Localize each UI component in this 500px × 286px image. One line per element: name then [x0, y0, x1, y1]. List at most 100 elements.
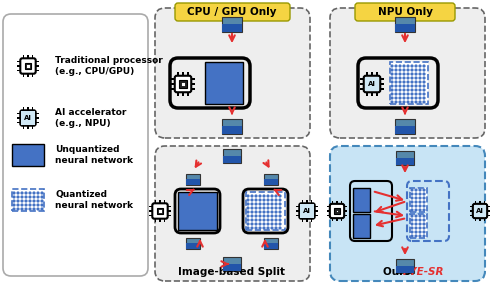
- Circle shape: [411, 197, 413, 199]
- Circle shape: [247, 203, 249, 205]
- Circle shape: [267, 219, 269, 221]
- Circle shape: [275, 211, 277, 213]
- Circle shape: [407, 81, 409, 83]
- Circle shape: [33, 208, 35, 210]
- Circle shape: [423, 89, 425, 91]
- Circle shape: [21, 192, 23, 194]
- Circle shape: [423, 227, 425, 229]
- Circle shape: [423, 223, 425, 225]
- Circle shape: [395, 77, 397, 79]
- Circle shape: [391, 77, 393, 79]
- Circle shape: [419, 81, 421, 83]
- Circle shape: [419, 193, 421, 195]
- Circle shape: [13, 200, 15, 202]
- Circle shape: [407, 69, 409, 71]
- Circle shape: [395, 93, 397, 95]
- Circle shape: [411, 215, 413, 217]
- Bar: [164, 219, 165, 222]
- Circle shape: [25, 200, 27, 202]
- Circle shape: [403, 97, 405, 99]
- Bar: [366, 72, 368, 76]
- Circle shape: [267, 203, 269, 205]
- Circle shape: [403, 69, 405, 71]
- Circle shape: [263, 203, 265, 205]
- Bar: [223, 156, 241, 163]
- Circle shape: [423, 93, 425, 95]
- Bar: [26, 64, 30, 67]
- Circle shape: [247, 227, 249, 229]
- FancyBboxPatch shape: [155, 146, 310, 281]
- Bar: [326, 215, 330, 216]
- Bar: [484, 218, 485, 221]
- Circle shape: [403, 73, 405, 75]
- Circle shape: [423, 231, 425, 233]
- Bar: [332, 218, 333, 221]
- Circle shape: [271, 199, 273, 201]
- Circle shape: [29, 200, 31, 202]
- Circle shape: [263, 227, 265, 229]
- Circle shape: [259, 203, 261, 205]
- FancyBboxPatch shape: [473, 204, 487, 218]
- Circle shape: [33, 196, 35, 198]
- Bar: [336, 201, 338, 204]
- Circle shape: [411, 93, 413, 95]
- Circle shape: [399, 97, 401, 99]
- Circle shape: [29, 204, 31, 206]
- Bar: [380, 78, 384, 80]
- Bar: [17, 61, 20, 62]
- Circle shape: [251, 207, 253, 209]
- Circle shape: [259, 211, 261, 213]
- Text: CPU / GPU Only: CPU / GPU Only: [187, 7, 277, 17]
- Circle shape: [247, 207, 249, 209]
- Circle shape: [403, 77, 405, 79]
- Circle shape: [415, 89, 417, 91]
- Circle shape: [423, 219, 425, 221]
- Circle shape: [263, 219, 265, 221]
- Bar: [410, 188, 427, 212]
- Circle shape: [419, 73, 421, 75]
- Circle shape: [423, 73, 425, 75]
- Bar: [264, 179, 278, 184]
- Circle shape: [275, 199, 277, 201]
- Circle shape: [407, 85, 409, 87]
- Circle shape: [41, 208, 43, 210]
- Bar: [222, 17, 242, 31]
- Circle shape: [407, 89, 409, 91]
- Circle shape: [407, 73, 409, 75]
- Bar: [22, 111, 35, 125]
- Circle shape: [419, 189, 421, 191]
- Circle shape: [13, 196, 15, 198]
- Circle shape: [415, 223, 417, 225]
- Bar: [171, 78, 175, 80]
- Circle shape: [247, 195, 249, 197]
- Circle shape: [423, 205, 425, 207]
- Circle shape: [419, 235, 421, 237]
- FancyBboxPatch shape: [175, 76, 191, 92]
- Circle shape: [403, 85, 405, 87]
- Bar: [36, 118, 39, 119]
- Circle shape: [411, 89, 413, 91]
- Circle shape: [403, 89, 405, 91]
- Circle shape: [423, 97, 425, 99]
- Bar: [191, 84, 195, 85]
- Bar: [178, 192, 217, 230]
- Circle shape: [271, 215, 273, 217]
- FancyBboxPatch shape: [20, 58, 36, 74]
- Circle shape: [411, 65, 413, 67]
- Bar: [487, 210, 490, 212]
- Text: AI: AI: [476, 208, 484, 214]
- Circle shape: [391, 89, 393, 91]
- Bar: [223, 149, 241, 163]
- Bar: [168, 215, 171, 216]
- Text: AI accelerator
(e.g., NPU): AI accelerator (e.g., NPU): [55, 108, 127, 128]
- Circle shape: [17, 200, 19, 202]
- Bar: [336, 210, 338, 212]
- Bar: [475, 218, 476, 221]
- Circle shape: [423, 69, 425, 71]
- Circle shape: [419, 201, 421, 203]
- Circle shape: [423, 209, 425, 211]
- Circle shape: [391, 85, 393, 87]
- FancyBboxPatch shape: [330, 146, 485, 281]
- Bar: [171, 84, 175, 85]
- Circle shape: [423, 201, 425, 203]
